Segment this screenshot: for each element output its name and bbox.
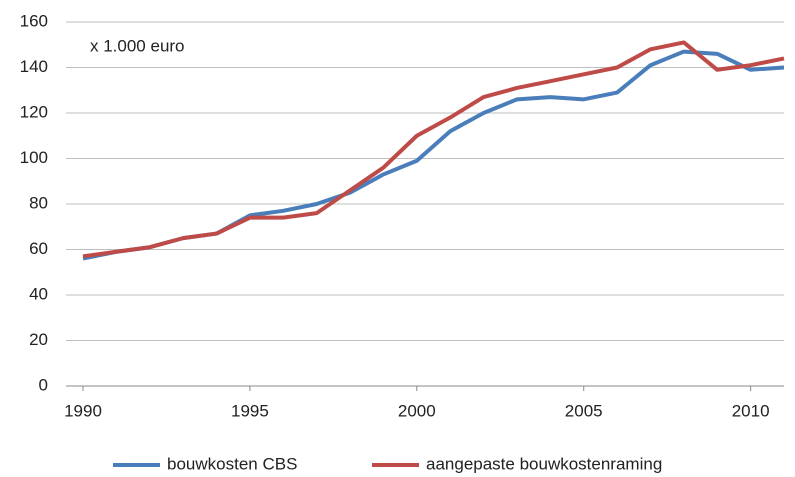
- y-tick-label: 140: [20, 57, 48, 76]
- x-tick-label: 1990: [64, 401, 102, 420]
- series-line: [82, 40, 785, 259]
- x-tick-label: 2000: [398, 401, 436, 420]
- x-tick-label: 1995: [231, 401, 269, 420]
- y-tick-label: 20: [29, 330, 48, 349]
- y-tick-label: 80: [29, 193, 48, 212]
- legend-label: aangepaste bouwkostenraming: [426, 454, 662, 473]
- series-line: [82, 49, 785, 261]
- y-tick-label: 40: [29, 284, 48, 303]
- annotation: x 1.000 euro: [90, 36, 185, 55]
- y-tick-label: 0: [39, 375, 48, 394]
- x-tick-label: 2005: [565, 401, 603, 420]
- y-tick-label: 160: [20, 11, 48, 30]
- y-tick-label: 100: [20, 148, 48, 167]
- x-tick-label: 2010: [732, 401, 770, 420]
- y-tick-label: 120: [20, 102, 48, 121]
- legend-label: bouwkosten CBS: [167, 454, 297, 473]
- y-tick-label: 60: [29, 239, 48, 258]
